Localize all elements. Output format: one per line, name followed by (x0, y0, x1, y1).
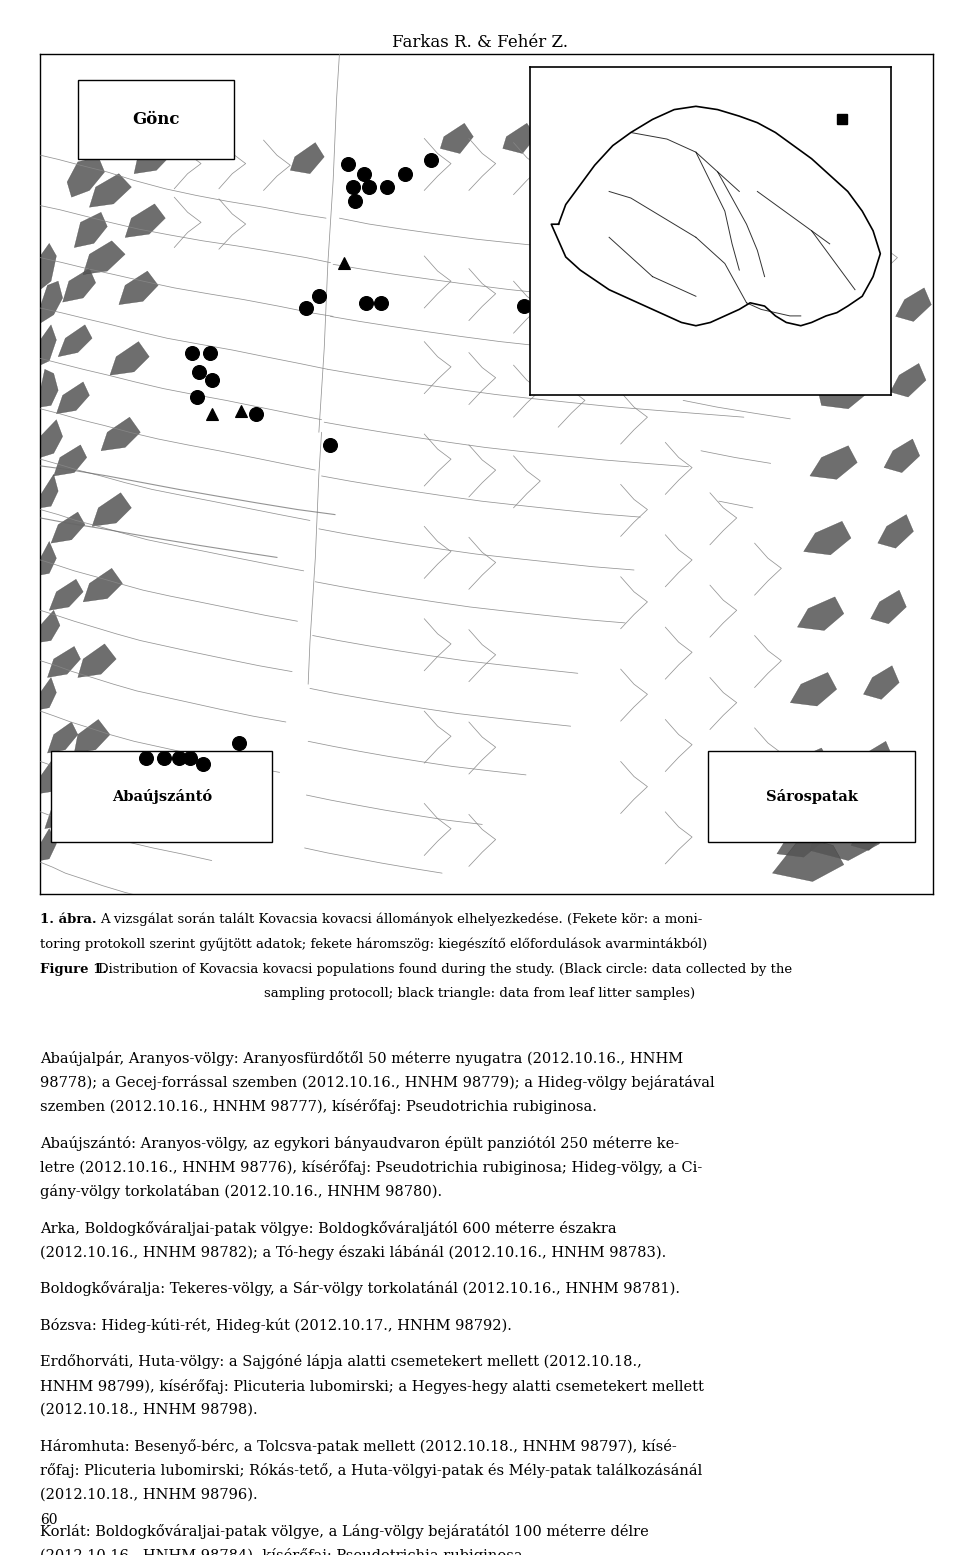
Polygon shape (54, 445, 86, 476)
Polygon shape (804, 521, 851, 555)
Text: (2012.10.16., HNHM 98784), kísérőfaj: ⁣Pseudotrichia rubiginosa⁣.: (2012.10.16., HNHM 98784), kísérőfaj: ⁣P… (40, 1549, 528, 1555)
Polygon shape (884, 439, 920, 473)
Text: (2012.10.18., HNHM 98796).: (2012.10.18., HNHM 98796). (40, 1488, 258, 1502)
Text: Figure 1.: Figure 1. (40, 963, 108, 975)
Text: Gönc: Gönc (132, 112, 180, 129)
Text: Korlát: Boldogkőváraljai-patak völgye, a Láng-völgy bejáratától 100 méterre délr: Korlát: Boldogkőváraljai-patak völgye, a… (40, 1524, 649, 1539)
Text: Farkas R. & Fehér Z.: Farkas R. & Fehér Z. (392, 34, 568, 51)
Polygon shape (817, 372, 869, 409)
Polygon shape (890, 364, 926, 397)
FancyBboxPatch shape (51, 751, 273, 843)
Polygon shape (755, 199, 788, 229)
Polygon shape (74, 213, 108, 247)
Polygon shape (798, 597, 844, 630)
Polygon shape (810, 446, 857, 479)
Polygon shape (790, 672, 837, 706)
Polygon shape (708, 187, 744, 218)
Polygon shape (783, 748, 830, 782)
Text: Háromhuta: Besenyő-bérc, a Tolcsva-patak mellett (2012.10.18., HNHM 98797), kísé: Háromhuta: Besenyő-bérc, a Tolcsva-patak… (40, 1440, 677, 1454)
Polygon shape (40, 243, 57, 289)
Polygon shape (96, 115, 136, 148)
Polygon shape (119, 271, 158, 305)
Polygon shape (863, 666, 900, 700)
Polygon shape (441, 123, 473, 154)
Polygon shape (773, 837, 844, 882)
Text: Abaújalpár, Aranyos-völgy: Aranyosfürdőtől 50 méterre nyugatra (2012.10.16., HNH: Abaújalpár, Aranyos-völgy: Aranyosfürdőt… (40, 1051, 684, 1067)
Polygon shape (101, 417, 140, 451)
Polygon shape (290, 143, 324, 174)
Text: HNHM 98799), kísérőfaj: ⁣Plicuteria lubomirski⁣; a Hegyes-hegy alatti csemeteker: HNHM 98799), kísérőfaj: ⁣Plicuteria lubo… (40, 1379, 705, 1393)
Polygon shape (89, 174, 132, 207)
Text: Bózsva: Hideg-kúti-rét, Hideg-kút (2012.10.17., HNHM 98792).: Bózsva: Hideg-kúti-rét, Hideg-kút (2012.… (40, 1319, 513, 1333)
Polygon shape (660, 171, 697, 201)
Polygon shape (40, 829, 57, 860)
Text: 1. ábra.: 1. ábra. (40, 913, 97, 925)
Polygon shape (92, 493, 132, 526)
Polygon shape (594, 148, 628, 179)
Polygon shape (84, 241, 125, 274)
Polygon shape (74, 720, 110, 753)
Polygon shape (857, 742, 893, 774)
Text: Abaújszántó: Aranyos-völgy, az egykori bányaudvaron épült panziótól 250 méterre : Abaújszántó: Aranyos-völgy, az egykori b… (40, 1137, 680, 1151)
Polygon shape (810, 815, 879, 860)
Text: letre (2012.10.16., HNHM 98776), kísérőfaj: ⁣Pseudotrichia rubiginosa⁣; Hideg-vö: letre (2012.10.16., HNHM 98776), kísérőf… (40, 1160, 703, 1176)
Polygon shape (40, 541, 57, 575)
Polygon shape (40, 281, 62, 323)
Text: rőfaj: ⁣Plicuteria lubomirski⁣; Rókás-tető, a Huta-völgyi-patak és Mély-patak ta: rőfaj: ⁣Plicuteria lubomirski⁣; Rókás-te… (40, 1463, 703, 1479)
Polygon shape (47, 722, 78, 753)
FancyBboxPatch shape (708, 751, 915, 843)
Polygon shape (49, 578, 84, 610)
Polygon shape (110, 342, 149, 375)
Text: Arka, Boldogkőváraljai-patak völgye: Boldogkőváraljától 600 méterre északra: Arka, Boldogkőváraljai-patak völgye: Bol… (40, 1221, 617, 1236)
Polygon shape (125, 204, 165, 238)
Polygon shape (134, 140, 173, 174)
Text: 98778); a Gecej-forrással szemben (2012.10.16., HNHM 98779); a Hideg-völgy bejár: 98778); a Gecej-forrással szemben (2012.… (40, 1076, 715, 1090)
Text: Erdőhorváti, Huta-völgy: a Sajgóné lápja alatti csemetekert mellett (2012.10.18.: Erdőhorváti, Huta-völgy: a Sajgóné lápja… (40, 1354, 642, 1370)
Polygon shape (896, 288, 931, 322)
FancyBboxPatch shape (78, 79, 234, 159)
Polygon shape (851, 816, 887, 851)
Polygon shape (777, 824, 825, 857)
Polygon shape (40, 678, 57, 709)
Polygon shape (877, 515, 914, 549)
Polygon shape (503, 123, 536, 154)
Polygon shape (40, 474, 59, 508)
Polygon shape (78, 644, 116, 678)
Text: Abaújszántó: Abaújszántó (111, 790, 212, 804)
Text: szemben (2012.10.16., HNHM 98777), kísérőfaj: ⁣Pseudotrichia rubiginosa⁣.: szemben (2012.10.16., HNHM 98777), kísér… (40, 1099, 597, 1115)
Text: Boldogkőváralja: Tekeres-völgy, a Sár-völgy torkolatánál (2012.10.16., HNHM 9878: Boldogkőváralja: Tekeres-völgy, a Sár-vö… (40, 1281, 681, 1297)
Text: Distribution of Kovacsia kovacsi populations found during the study. (Black circ: Distribution of Kovacsia kovacsi populat… (98, 963, 792, 975)
Text: (2012.10.18., HNHM 98798).: (2012.10.18., HNHM 98798). (40, 1403, 258, 1417)
Text: gány-völgy torkolatában (2012.10.16., HNHM 98780).: gány-völgy torkolatában (2012.10.16., HN… (40, 1185, 443, 1199)
Polygon shape (67, 157, 105, 197)
Polygon shape (40, 610, 60, 642)
Text: toring protokoll szerint gyűjtött adatok; fekete háromszög: kiegészítő előfordul: toring protokoll szerint gyűjtött adatok… (40, 938, 708, 952)
Polygon shape (62, 269, 96, 302)
Polygon shape (40, 762, 59, 793)
Text: Sárospatak: Sárospatak (766, 790, 857, 804)
Polygon shape (40, 369, 59, 407)
Text: sampling protocoll; black triangle: data from leaf litter samples): sampling protocoll; black triangle: data… (264, 987, 696, 1000)
Text: 60: 60 (40, 1513, 58, 1527)
Polygon shape (69, 795, 105, 829)
Polygon shape (51, 512, 85, 543)
Polygon shape (59, 325, 92, 356)
Polygon shape (57, 383, 89, 414)
Polygon shape (40, 420, 62, 457)
Polygon shape (871, 591, 906, 624)
Text: (2012.10.16., HNHM 98782); a Tó-hegy északi lábánál (2012.10.16., HNHM 98783).: (2012.10.16., HNHM 98782); a Tó-hegy ész… (40, 1246, 666, 1260)
Polygon shape (40, 325, 57, 365)
Text: A vizsgálat során talált ​Kovacsia kovacsi​ állományok elhelyezkedése. (Fekete k: A vizsgálat során talált ​Kovacsia kovac… (100, 913, 702, 927)
Polygon shape (45, 798, 74, 829)
Polygon shape (84, 568, 123, 602)
Polygon shape (47, 647, 81, 678)
